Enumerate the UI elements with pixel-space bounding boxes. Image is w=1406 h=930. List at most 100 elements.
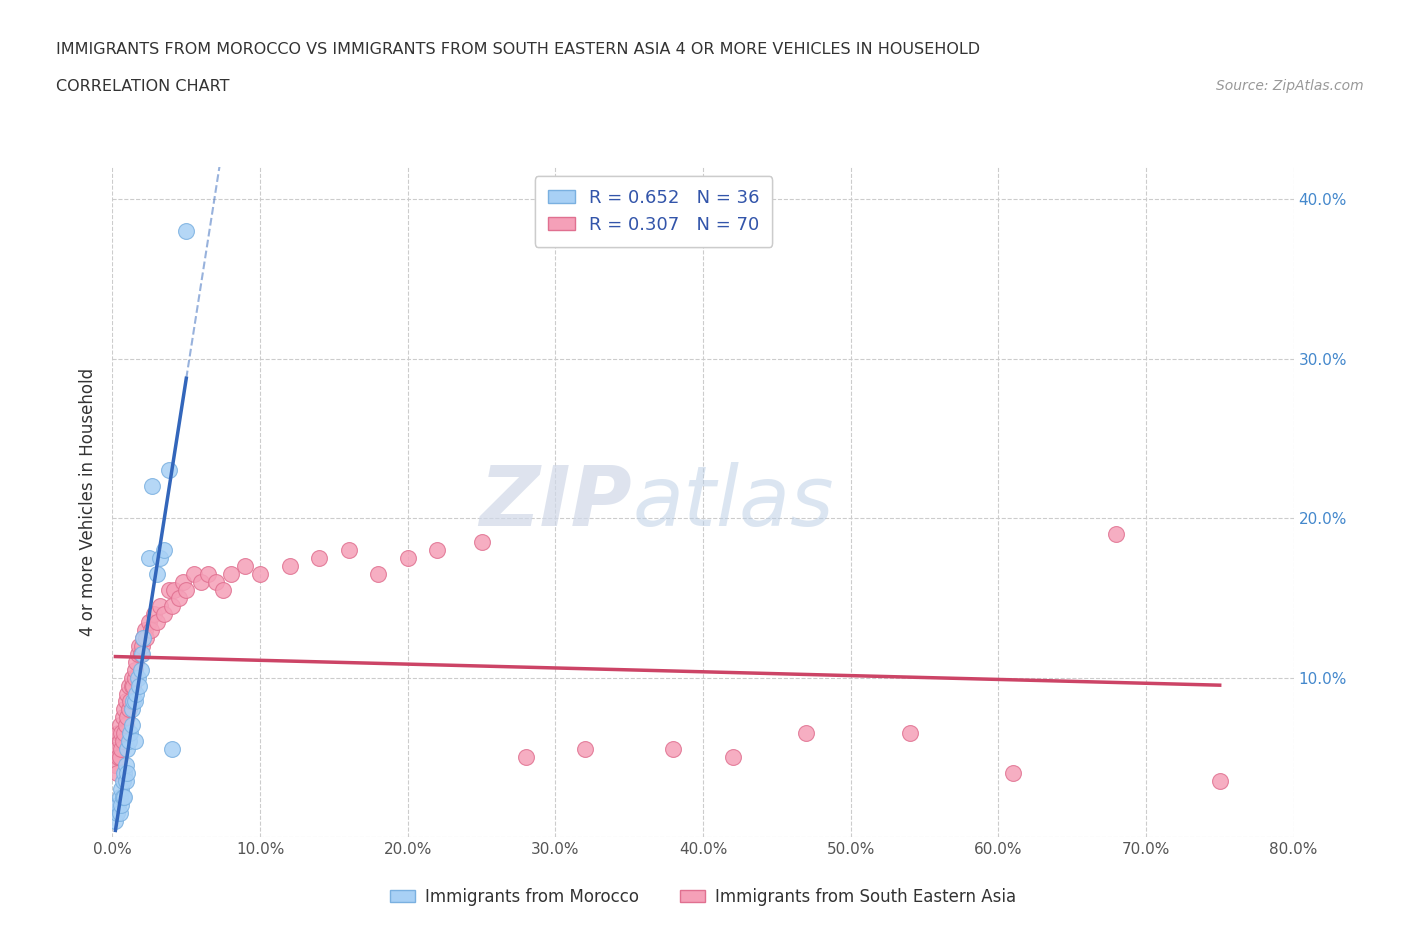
Point bbox=[108, 790, 131, 804]
Point bbox=[114, 694, 136, 709]
Point bbox=[898, 726, 921, 741]
Point bbox=[127, 646, 149, 661]
Point bbox=[574, 742, 596, 757]
Point bbox=[174, 582, 197, 597]
Point bbox=[197, 566, 219, 581]
Point bbox=[138, 551, 160, 565]
Point bbox=[212, 582, 235, 597]
Point bbox=[114, 718, 136, 733]
Point bbox=[117, 686, 138, 701]
Point bbox=[111, 710, 134, 724]
Point bbox=[146, 566, 169, 581]
Point bbox=[470, 535, 494, 550]
Point bbox=[122, 678, 145, 693]
Point bbox=[121, 718, 143, 733]
Point bbox=[112, 790, 135, 804]
Text: CORRELATION CHART: CORRELATION CHART bbox=[56, 79, 229, 94]
Point bbox=[1001, 765, 1024, 780]
Point bbox=[105, 805, 128, 820]
Point bbox=[124, 734, 146, 749]
Point bbox=[125, 654, 148, 669]
Point bbox=[160, 598, 183, 613]
Point bbox=[121, 702, 143, 717]
Point bbox=[153, 606, 176, 621]
Point bbox=[127, 671, 149, 685]
Point bbox=[139, 622, 162, 637]
Point bbox=[121, 671, 143, 685]
Point bbox=[129, 662, 152, 677]
Point bbox=[662, 742, 685, 757]
Point bbox=[1208, 774, 1232, 789]
Point bbox=[112, 702, 135, 717]
Point bbox=[117, 742, 138, 757]
Point bbox=[205, 575, 228, 590]
Point bbox=[278, 559, 301, 574]
Point bbox=[233, 559, 256, 574]
Point bbox=[107, 750, 129, 764]
Point bbox=[108, 718, 131, 733]
Point bbox=[174, 224, 197, 239]
Point bbox=[141, 479, 163, 494]
Point bbox=[108, 750, 131, 764]
Point bbox=[114, 774, 136, 789]
Y-axis label: 4 or more Vehicles in Household: 4 or more Vehicles in Household bbox=[79, 368, 97, 636]
Point bbox=[146, 615, 169, 630]
Point bbox=[163, 582, 186, 597]
Point bbox=[721, 750, 744, 764]
Point bbox=[129, 646, 152, 661]
Point bbox=[160, 742, 183, 757]
Point bbox=[1105, 526, 1128, 541]
Text: IMMIGRANTS FROM MOROCCO VS IMMIGRANTS FROM SOUTH EASTERN ASIA 4 OR MORE VEHICLES: IMMIGRANTS FROM MOROCCO VS IMMIGRANTS FR… bbox=[56, 42, 980, 57]
Text: Source: ZipAtlas.com: Source: ZipAtlas.com bbox=[1216, 79, 1364, 93]
Point bbox=[142, 606, 165, 621]
Point bbox=[114, 758, 136, 773]
Point bbox=[183, 566, 205, 581]
Point bbox=[112, 765, 135, 780]
Point bbox=[249, 566, 271, 581]
Point bbox=[108, 734, 131, 749]
Point bbox=[124, 671, 146, 685]
Point bbox=[110, 798, 132, 813]
Point bbox=[128, 678, 150, 693]
Point bbox=[118, 678, 141, 693]
Point bbox=[122, 694, 145, 709]
Point bbox=[157, 463, 180, 478]
Point bbox=[110, 782, 132, 797]
Point bbox=[108, 805, 131, 820]
Point bbox=[131, 638, 153, 653]
Point bbox=[149, 598, 172, 613]
Point bbox=[134, 622, 156, 637]
Point bbox=[396, 551, 419, 565]
Point bbox=[120, 726, 142, 741]
Point bbox=[118, 702, 141, 717]
Point bbox=[117, 710, 138, 724]
Point bbox=[132, 631, 155, 645]
Point bbox=[105, 742, 128, 757]
Text: atlas: atlas bbox=[633, 461, 834, 543]
Point bbox=[367, 566, 389, 581]
Point bbox=[172, 575, 194, 590]
Point bbox=[104, 758, 127, 773]
Legend: Immigrants from Morocco, Immigrants from South Eastern Asia: Immigrants from Morocco, Immigrants from… bbox=[382, 881, 1024, 912]
Point bbox=[128, 638, 150, 653]
Point bbox=[131, 646, 153, 661]
Legend: R = 0.652   N = 36, R = 0.307   N = 70: R = 0.652 N = 36, R = 0.307 N = 70 bbox=[534, 177, 772, 246]
Point bbox=[138, 615, 160, 630]
Point bbox=[149, 551, 172, 565]
Point bbox=[120, 694, 142, 709]
Point bbox=[111, 774, 134, 789]
Point bbox=[117, 765, 138, 780]
Point bbox=[337, 542, 360, 557]
Point bbox=[157, 582, 180, 597]
Text: ZIP: ZIP bbox=[479, 461, 633, 543]
Point bbox=[308, 551, 330, 565]
Point bbox=[110, 726, 132, 741]
Point bbox=[796, 726, 818, 741]
Point bbox=[515, 750, 537, 764]
Point bbox=[167, 591, 190, 605]
Point bbox=[125, 686, 148, 701]
Point bbox=[104, 814, 127, 829]
Point bbox=[111, 790, 134, 804]
Point bbox=[110, 742, 132, 757]
Point bbox=[121, 678, 143, 693]
